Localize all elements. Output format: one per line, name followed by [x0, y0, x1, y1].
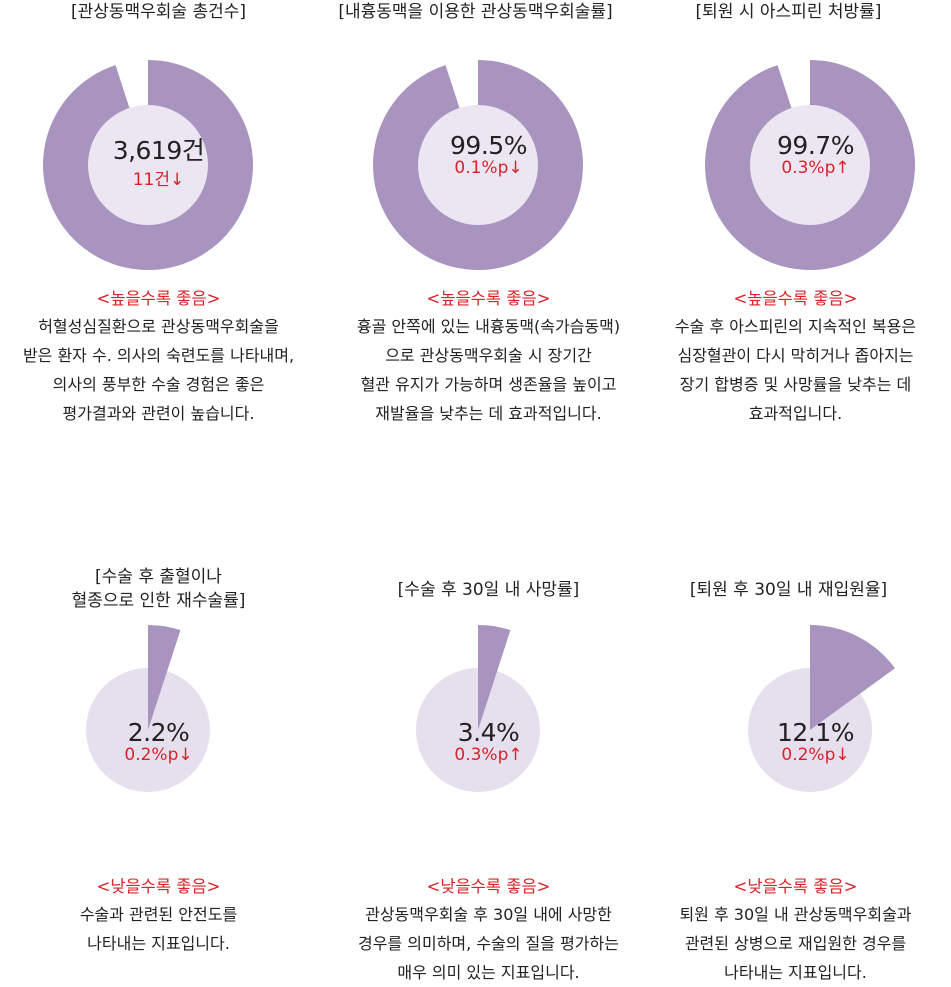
metric-change: 0.2%p↓: [781, 745, 850, 765]
description: 퇴원 후 30일 내 관상동맥우회술과 관련된 상병으로 재입원한 경우를 나타…: [637, 900, 951, 987]
preference-note: <낮을수록 좋음>: [96, 877, 221, 896]
inner-circle: [750, 105, 870, 225]
description: 수술 후 아스피린의 지속적인 복용은 심장혈관이 다시 막히거나 좁아지는 장…: [637, 312, 951, 428]
center-label: 99.7% 0.3%p↑: [657, 131, 951, 178]
metric-value: 3.4%: [457, 718, 520, 747]
card-reoperation-rate: [수술 후 출혈이나 혈종으로 인한 재수술률] 2.2% 0.2%p↓ <낮을…: [0, 565, 317, 985]
description-line: 관상동맥우회술 후 30일 내에 사망한: [365, 905, 612, 924]
description: 흉골 안쪽에 있는 내흉동맥(속가슴동맥) 으로 관상동맥우회술 시 장기간 혈…: [330, 312, 647, 428]
description-line: 의사의 풍부한 수술 경험은 좋은: [52, 375, 265, 394]
description-line: 수술과 관련된 안전도를: [79, 905, 238, 924]
description-line: 수술 후 아스피린의 지속적인 복용은: [674, 317, 917, 336]
description: 수술과 관련된 안전도를 나타내는 지표입니다.: [0, 900, 317, 958]
description-line: 평가결과와 관련이 높습니다.: [62, 404, 255, 423]
value-arc: [478, 625, 511, 730]
description-line: 받은 환자 수. 의사의 숙련도를 나타내며,: [22, 346, 295, 365]
metric-value: 3,619건: [112, 136, 205, 165]
description-line: 으로 관상동맥우회술 시 장기간: [385, 346, 592, 365]
inner-circle: [418, 105, 538, 225]
donut-chart: [43, 60, 253, 270]
preference-note: <높을수록 좋음>: [426, 289, 551, 308]
metric-value: 99.5%: [450, 131, 527, 160]
chart-title: [퇴원 후 30일 내 재입원율]: [689, 580, 888, 600]
chart-title: [퇴원 시 아스피린 처방률]: [695, 2, 882, 22]
pie-chart: [748, 625, 895, 792]
description-line: 매우 의미 있는 지표입니다.: [397, 963, 580, 982]
center-label: 12.1% 0.2%p↓: [657, 718, 951, 765]
pie-chart: [86, 625, 210, 792]
metric-change: 11건↓: [132, 170, 185, 190]
card-aspirin-rate: [퇴원 시 아스피린 처방률] 99.7% 0.3%p↑ <높을수록 좋음> 수…: [634, 0, 951, 493]
metric-change: 0.3%p↑: [781, 158, 850, 178]
description-line: 퇴원 후 30일 내 관상동맥우회술과: [679, 905, 912, 924]
value-arc: [810, 625, 895, 730]
center-label: 99.5% 0.1%p↓: [330, 131, 647, 178]
pie-chart: [416, 625, 540, 792]
metric-value: 12.1%: [777, 718, 854, 747]
description-line: 허혈성심질환으로 관상동맥우회술을: [38, 317, 279, 336]
chart-title: [내흉동맥을 이용한 관상동맥우회술률]: [338, 2, 613, 22]
center-label: 2.2% 0.2%p↓: [0, 718, 317, 765]
metric-change: 0.1%p↓: [454, 158, 523, 178]
chart-title: [수술 후 30일 내 사망률]: [397, 580, 580, 600]
center-label: 3.4% 0.3%p↑: [330, 718, 647, 765]
metric-change: 0.2%p↓: [124, 745, 193, 765]
donut-chart: [373, 60, 583, 270]
metric-change: 0.3%p↑: [454, 745, 523, 765]
description-line: 장기 합병증 및 사망률을 낮추는 데: [679, 375, 912, 394]
description-line: 혈관 유지가 가능하며 생존율을 높이고: [360, 375, 617, 394]
value-arc: [148, 625, 181, 730]
metric-value: 99.7%: [777, 131, 854, 160]
chart-title-line: [수술 후 출혈이나: [95, 567, 222, 587]
card-cabg-total: [관상동맥우회술 총건수] 3,619건 11건↓ <높을수록 좋음> 허혈성심…: [0, 0, 317, 493]
donut-chart: [705, 60, 915, 270]
metric-value: 2.2%: [127, 718, 190, 747]
description-line: 흉골 안쪽에 있는 내흉동맥(속가슴동맥): [356, 317, 621, 336]
description-line: 나타내는 지표입니다.: [87, 934, 230, 953]
description-line: 효과적입니다.: [748, 404, 843, 423]
preference-note: <높을수록 좋음>: [733, 289, 858, 308]
preference-note: <높을수록 좋음>: [96, 289, 221, 308]
card-mortality-rate: [수술 후 30일 내 사망률] 3.4% 0.3%p↑ <낮을수록 좋음> 관…: [317, 565, 634, 985]
chart-title: [관상동맥우회술 총건수]: [70, 2, 247, 22]
description-line: 경우를 의미하며, 수술의 질을 평가하는: [358, 934, 619, 953]
description-line: 재발율을 낮추는 데 효과적입니다.: [375, 404, 602, 423]
chart-title: [수술 후 출혈이나 혈종으로 인한 재수술률]: [0, 565, 317, 613]
inner-circle: [88, 105, 208, 225]
center-label: 3,619건 11건↓: [0, 131, 317, 190]
chart-title-line: 혈종으로 인한 재수술률]: [71, 591, 246, 611]
card-readmission-rate: [퇴원 후 30일 내 재입원율] 12.1% 0.2%p↓ <낮을수록 좋음>…: [634, 565, 951, 985]
card-ima-rate: [내흉동맥을 이용한 관상동맥우회술률] 99.5% 0.1%p↓ <높을수록 …: [317, 0, 634, 493]
description: 관상동맥우회술 후 30일 내에 사망한 경우를 의미하며, 수술의 질을 평가…: [330, 900, 647, 987]
preference-note: <낮을수록 좋음>: [426, 877, 551, 896]
description: 허혈성심질환으로 관상동맥우회술을 받은 환자 수. 의사의 숙련도를 나타내며…: [0, 312, 317, 428]
preference-note: <낮을수록 좋음>: [733, 877, 858, 896]
description-line: 심장혈관이 다시 막히거나 좁아지는: [677, 346, 914, 365]
description-line: 관련된 상병으로 재입원한 경우를: [684, 934, 907, 953]
description-line: 나타내는 지표입니다.: [724, 963, 867, 982]
